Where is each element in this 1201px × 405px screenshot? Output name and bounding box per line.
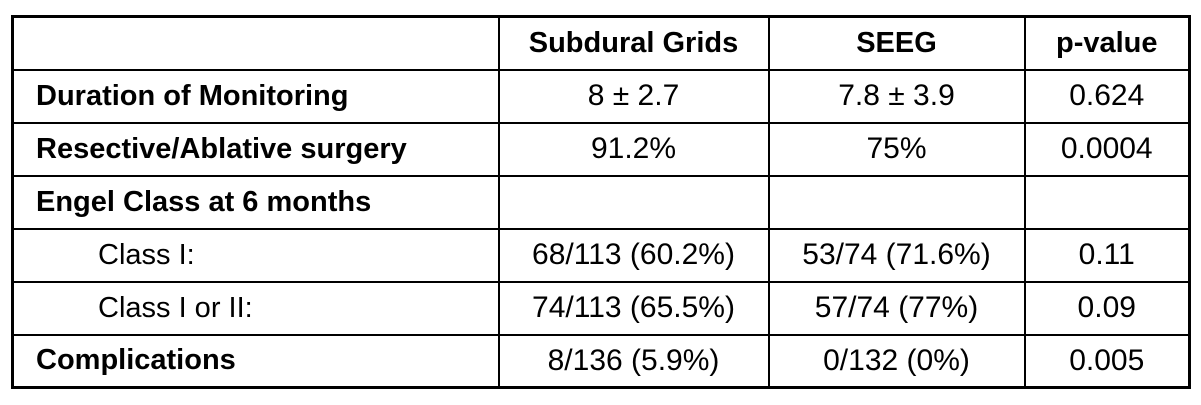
- value-cell-subdural-grids: 8/136 (5.9%): [497, 333, 770, 389]
- value-cell-subdural-grids: 74/113 (65.5%): [497, 280, 770, 336]
- row-label: Duration of Monitoring: [11, 68, 500, 124]
- value-cell-subdural-grids: [497, 174, 770, 230]
- value-cell-p-value: 0.11: [1023, 227, 1191, 283]
- header-cell-p-value: p-value: [1023, 15, 1191, 71]
- row-label: Complications: [11, 333, 500, 389]
- value-cell-seeg: 7.8 ± 3.9: [767, 68, 1026, 124]
- header-cell-empty: [11, 15, 500, 71]
- table-row: Class I or II: 74/113 (65.5%) 57/74 (77%…: [11, 280, 1191, 336]
- table-body: Duration of Monitoring 8 ± 2.7 7.8 ± 3.9…: [11, 68, 1191, 389]
- value-cell-seeg: 57/74 (77%): [767, 280, 1026, 336]
- header-row: Subdural Grids SEEG p-value: [11, 15, 1191, 71]
- table-row: Class I: 68/113 (60.2%) 53/74 (71.6%) 0.…: [11, 227, 1191, 283]
- monitoring-comparison-table: Subdural Grids SEEG p-value Duration of …: [11, 15, 1191, 389]
- value-cell-seeg: 75%: [767, 121, 1026, 177]
- value-cell-p-value: 0.0004: [1023, 121, 1191, 177]
- header-cell-seeg: SEEG: [767, 15, 1026, 71]
- value-cell-p-value: 0.624: [1023, 68, 1191, 124]
- value-cell-p-value: 0.09: [1023, 280, 1191, 336]
- value-cell-seeg: 53/74 (71.6%): [767, 227, 1026, 283]
- row-label: Class I or II:: [11, 280, 500, 336]
- table-row: Complications 8/136 (5.9%) 0/132 (0%) 0.…: [11, 333, 1191, 389]
- table-header: Subdural Grids SEEG p-value: [11, 15, 1191, 71]
- table-row: Duration of Monitoring 8 ± 2.7 7.8 ± 3.9…: [11, 68, 1191, 124]
- value-cell-seeg: [767, 174, 1026, 230]
- value-cell-subdural-grids: 68/113 (60.2%): [497, 227, 770, 283]
- table-row: Engel Class at 6 months: [11, 174, 1191, 230]
- table-row: Resective/Ablative surgery 91.2% 75% 0.0…: [11, 121, 1191, 177]
- value-cell-p-value: [1023, 174, 1191, 230]
- value-cell-p-value: 0.005: [1023, 333, 1191, 389]
- row-label: Class I:: [11, 227, 500, 283]
- table-container: Subdural Grids SEEG p-value Duration of …: [11, 15, 1191, 389]
- header-cell-subdural-grids: Subdural Grids: [497, 15, 770, 71]
- value-cell-subdural-grids: 91.2%: [497, 121, 770, 177]
- value-cell-seeg: 0/132 (0%): [767, 333, 1026, 389]
- row-label: Resective/Ablative surgery: [11, 121, 500, 177]
- value-cell-subdural-grids: 8 ± 2.7: [497, 68, 770, 124]
- row-label: Engel Class at 6 months: [11, 174, 500, 230]
